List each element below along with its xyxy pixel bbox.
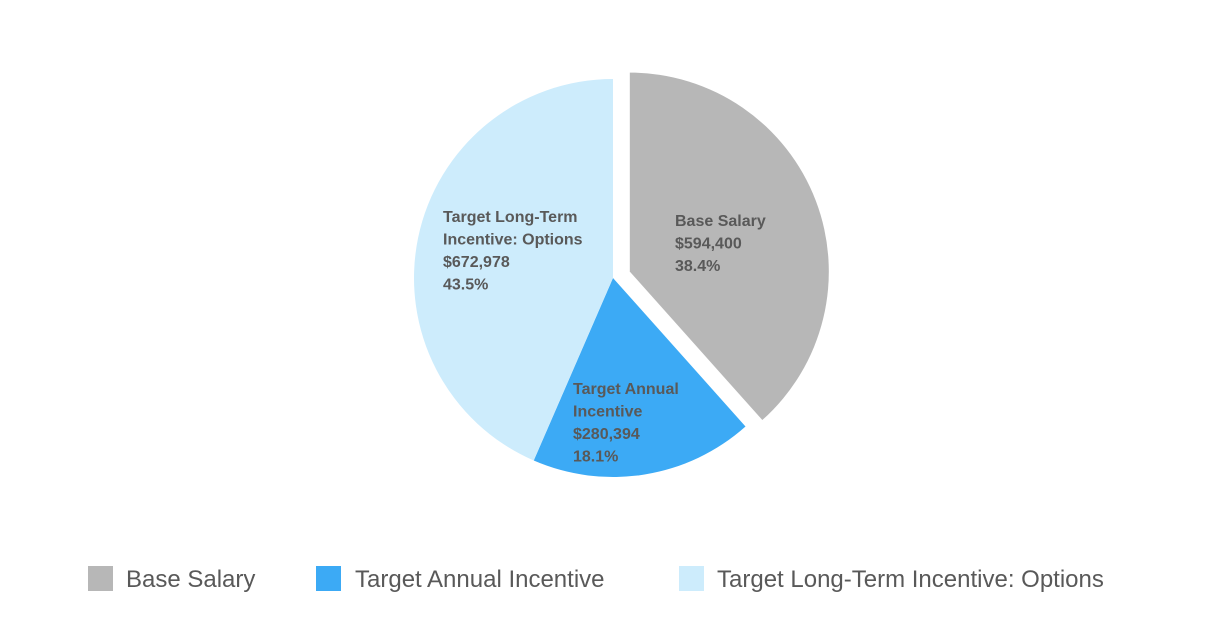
legend-item: Base Salary <box>88 566 255 593</box>
legend-label: Target Long-Term Incentive: Options <box>717 566 1104 593</box>
pie-slices <box>413 72 829 477</box>
legend-item: Target Long-Term Incentive: Options <box>679 566 1104 593</box>
pie-slice-target-annual-incentive <box>533 278 746 477</box>
legend-swatch <box>88 566 113 591</box>
pie-slice-target-long-term-incentive-options <box>413 78 613 461</box>
legend-item: Target Annual Incentive <box>316 566 605 593</box>
legend: Base Salary Target Annual Incentive Target… <box>88 566 1104 593</box>
pie-slice-base-salary <box>629 72 829 421</box>
slice-label: Base Salary $594,400 38.4% <box>675 213 766 275</box>
slice-labels: Base Salary $594,400 38.4% Target Annual Inc… <box>443 209 766 466</box>
legend-label: Base Salary <box>126 566 255 593</box>
slice-label: Target Annual Incentive $280,394 18.1% <box>573 381 679 466</box>
legend-swatch <box>679 566 704 591</box>
legend-label: Target Annual Incentive <box>355 566 605 593</box>
legend-swatch <box>316 566 341 591</box>
slice-label: Target Long-Term Incentive: Options $672,9… <box>443 209 583 294</box>
